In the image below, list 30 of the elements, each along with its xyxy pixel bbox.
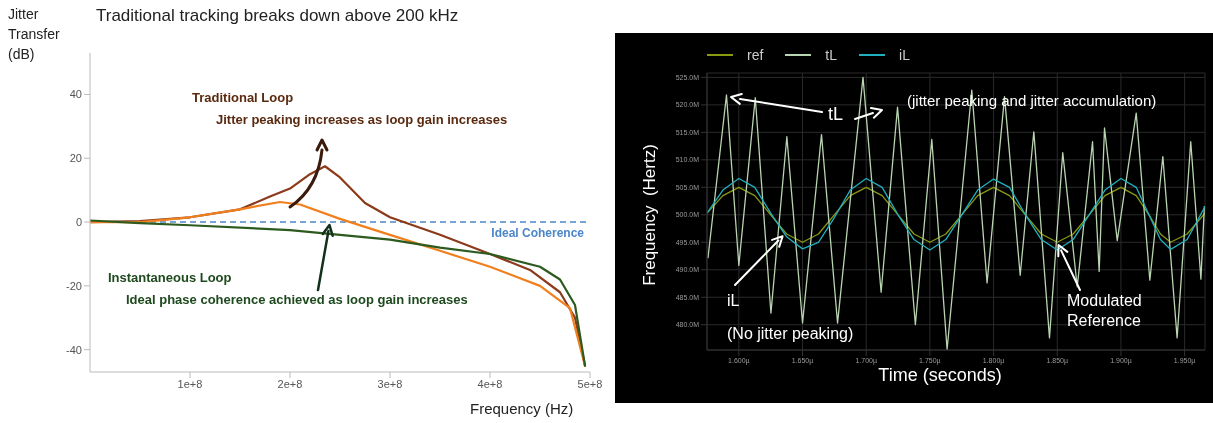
annotation: tL bbox=[828, 104, 844, 124]
x-tick-label: 4e+8 bbox=[477, 377, 503, 390]
line-series bbox=[707, 186, 1205, 243]
annotation: iL bbox=[727, 292, 740, 309]
annotation: (No jitter peaking) bbox=[727, 325, 854, 342]
x-tick-label: 5e+8 bbox=[577, 377, 603, 390]
x-axis-title: Frequency (Hz) bbox=[470, 400, 574, 417]
x-tick-label: 3e+8 bbox=[377, 377, 403, 390]
x-axis-title: Time (seconds) bbox=[878, 365, 1002, 385]
y-tick-label: 40 bbox=[69, 88, 82, 101]
annotation: Ideal phase coherence achieved as loop gain increases bbox=[126, 292, 468, 307]
annotation: Traditional Loop bbox=[192, 90, 294, 105]
legend-label: tL bbox=[825, 47, 838, 63]
x-tick-label: 1e+8 bbox=[177, 377, 203, 390]
legend-label: ref bbox=[747, 47, 764, 63]
y-tick-label: -20 bbox=[66, 279, 82, 292]
legend-label: iL bbox=[899, 47, 910, 63]
chart-title: Traditional tracking breaks down above 200 kHz bbox=[96, 6, 459, 25]
ref-line-label: Ideal Coherence bbox=[491, 225, 585, 240]
y-axis-title: Jitter Transfer (dB) bbox=[8, 6, 60, 62]
annotation: Instantaneous Loop bbox=[108, 270, 232, 285]
x-tick-label: 2e+8 bbox=[277, 377, 303, 390]
y-tick-label: -40 bbox=[66, 343, 82, 356]
annotation: Modulated Reference bbox=[1067, 292, 1142, 329]
line-series bbox=[707, 177, 1205, 251]
y-axis-title: Frequency (Hertz) bbox=[640, 144, 659, 286]
y-tick-label: 0 bbox=[75, 215, 82, 228]
line-series bbox=[707, 76, 1205, 350]
annotation: Jitter peaking increases as loop gain increases bbox=[216, 112, 508, 127]
y-tick-label: 20 bbox=[69, 152, 82, 165]
